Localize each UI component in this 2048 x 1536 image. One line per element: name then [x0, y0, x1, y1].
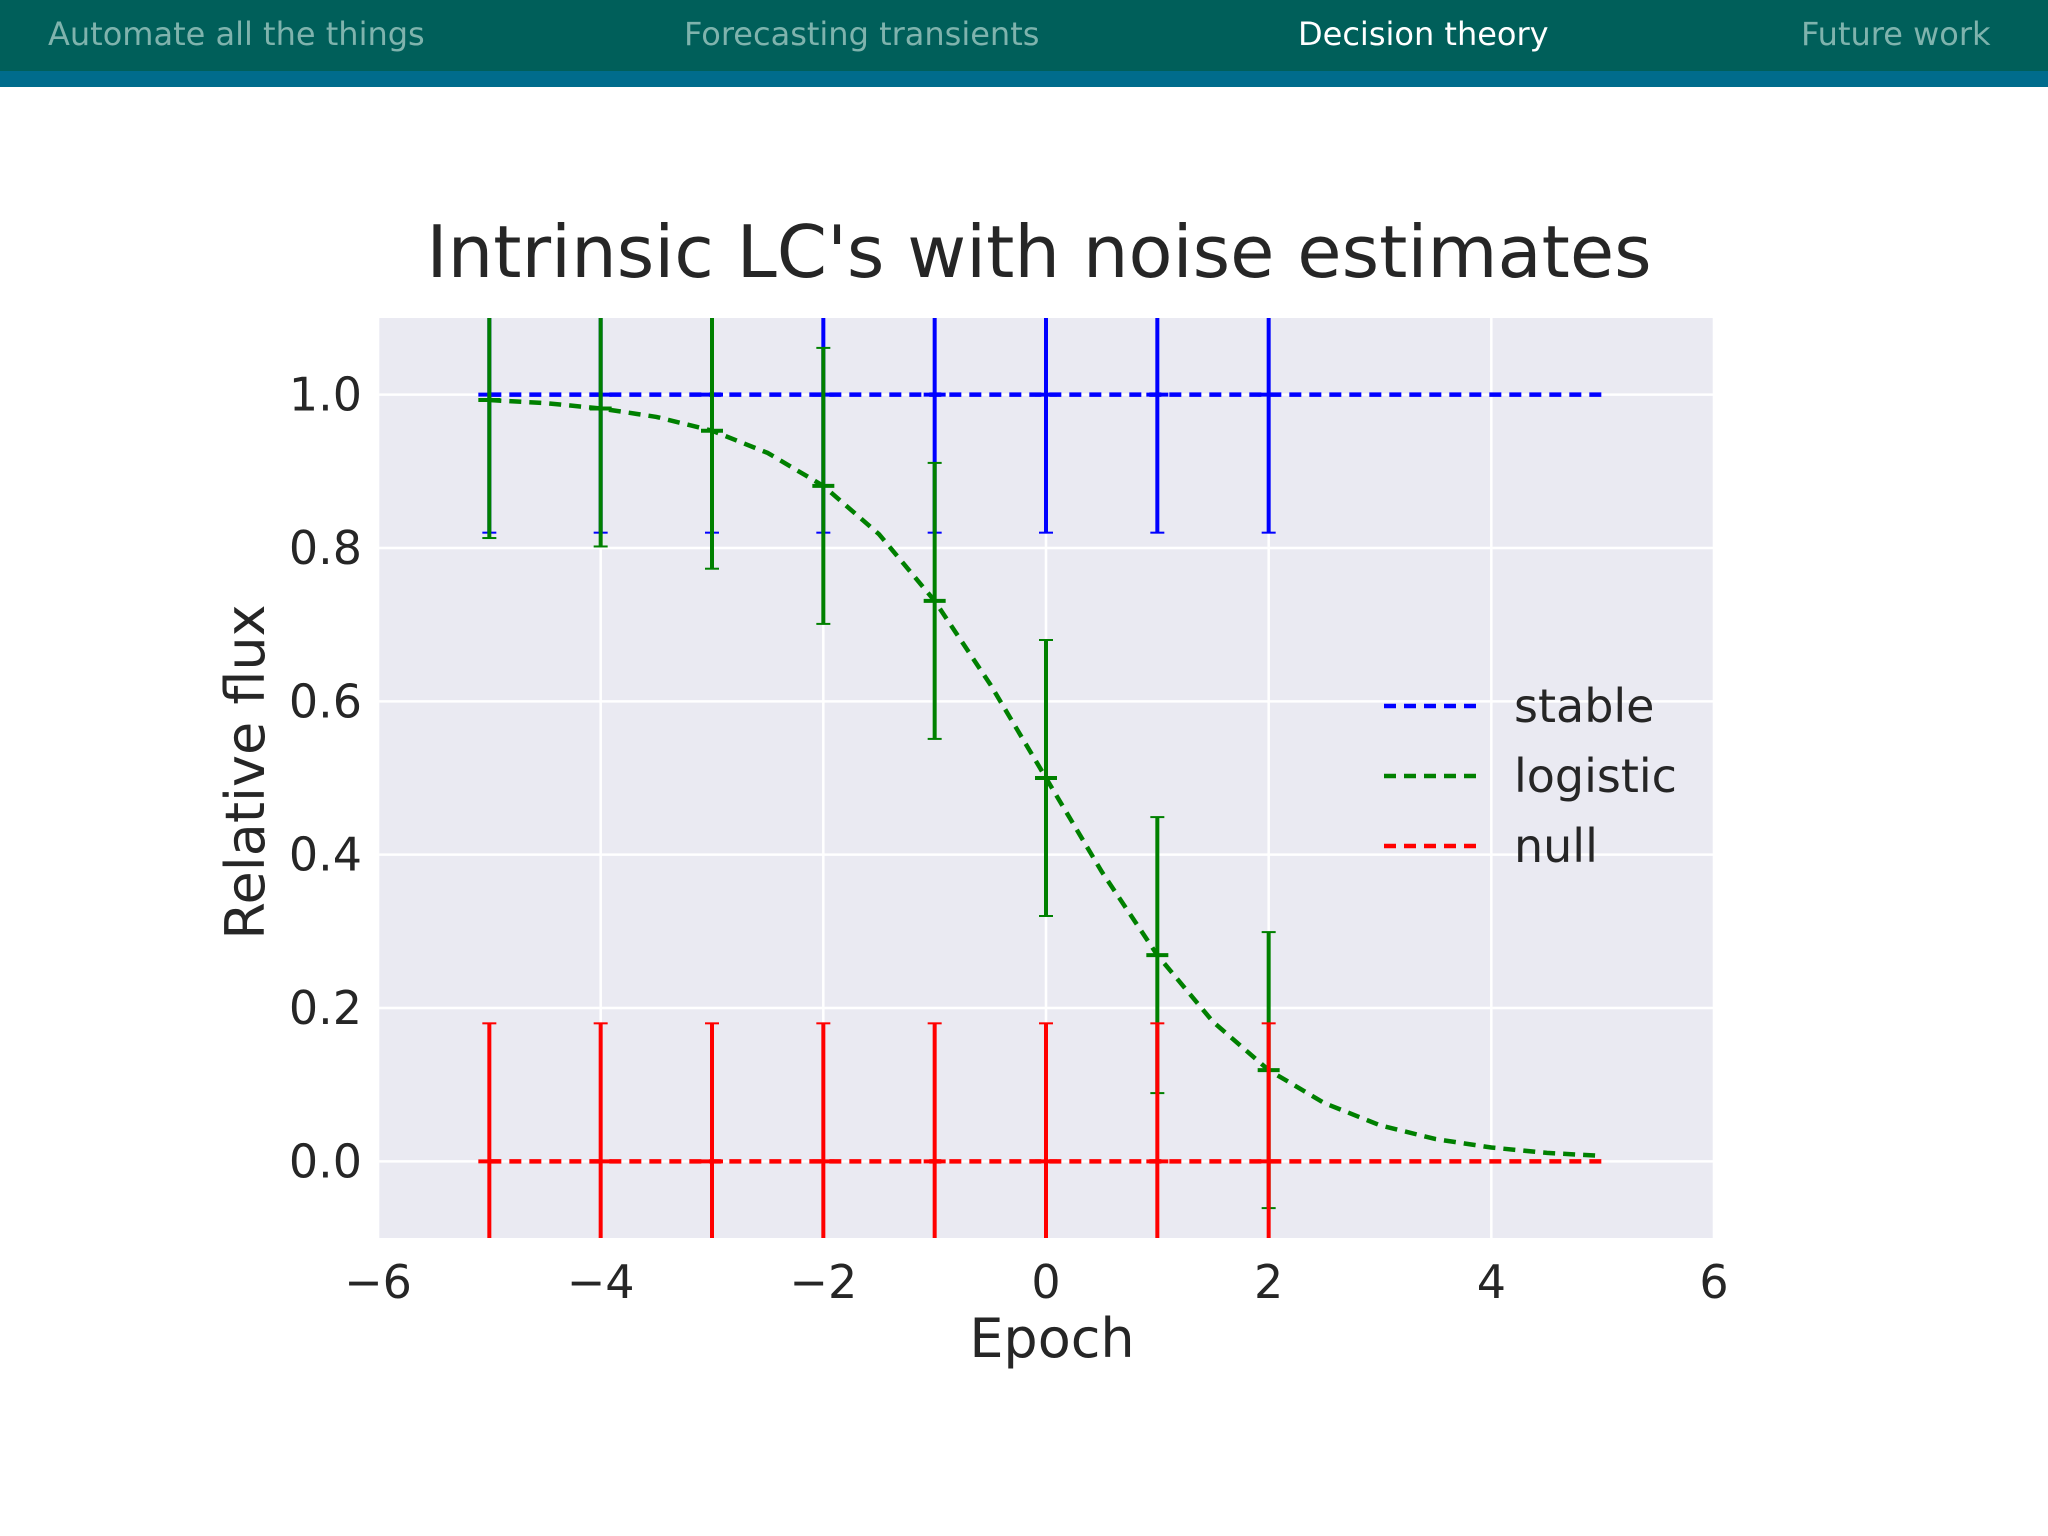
nav-item-decision-theory[interactable]: Decision theory	[1298, 15, 1549, 53]
slide-header	[0, 0, 2048, 71]
y-tick-label: 0.2	[289, 981, 362, 1035]
legend: stable logistic null	[1384, 679, 1677, 873]
y-tick-label: 0.8	[289, 521, 362, 575]
x-axis-label: Epoch	[969, 1307, 1134, 1370]
y-tick-label: 0.4	[289, 828, 362, 882]
x-tick-label: 2	[1254, 1255, 1283, 1309]
x-tick-label: 6	[1699, 1255, 1728, 1309]
legend-label-logistic: logistic	[1514, 749, 1677, 803]
y-tick-label: 0.6	[289, 674, 362, 728]
legend-label-null: null	[1514, 819, 1598, 873]
nav-item-future-work[interactable]: Future work	[1801, 15, 1991, 53]
y-tick-label: 0.0	[289, 1134, 362, 1188]
legend-label-stable: stable	[1514, 679, 1654, 733]
header-strip	[0, 71, 2048, 87]
x-tick-label: 0	[1031, 1255, 1060, 1309]
x-tick-label: −6	[344, 1255, 412, 1309]
x-tick-label: 4	[1477, 1255, 1506, 1309]
tick-labels: −6 −4 −2 0 2 4 6 0.0 0.2 0.4 0.6 0.8 1.0	[289, 368, 1729, 1309]
y-axis-label: Relative flux	[214, 604, 277, 939]
x-tick-label: −4	[567, 1255, 635, 1309]
series-null	[478, 1022, 1603, 1238]
series-layer	[478, 318, 1603, 1238]
nav-item-automate[interactable]: Automate all the things	[48, 15, 425, 53]
series-line-logistic	[489, 397, 1603, 1159]
x-tick-label: −2	[789, 1255, 857, 1309]
chart-title: Intrinsic LC's with noise estimates	[426, 210, 1651, 294]
nav-item-forecasting[interactable]: Forecasting transients	[684, 15, 1040, 53]
y-tick-label: 1.0	[289, 368, 362, 422]
